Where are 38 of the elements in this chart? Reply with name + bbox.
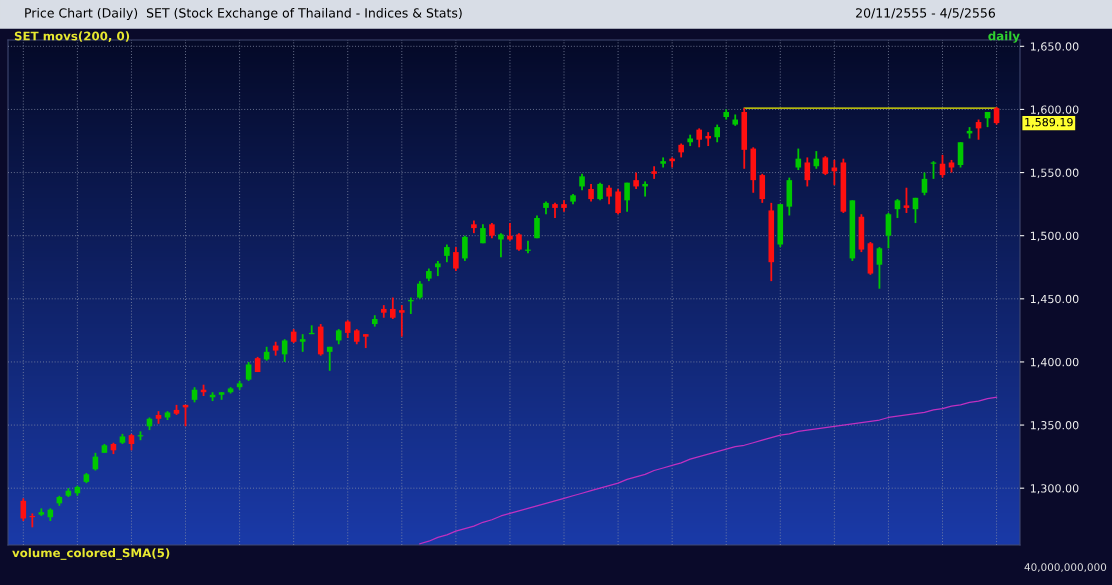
y-tick-label: 1,300.00 [1030, 484, 1079, 494]
candlestick [759, 172, 766, 204]
y-tick-label: 1,550.00 [1030, 168, 1079, 179]
annotation: SET movs(200, 0) [14, 31, 130, 42]
candlestick [795, 147, 802, 171]
candlestick [957, 141, 964, 169]
chart-subtitle: 20/11/2555 - 4/5/2556 [856, 8, 996, 19]
candlestick [804, 156, 811, 188]
candlestick [921, 171, 928, 197]
candlestick [281, 338, 288, 363]
annotation: daily [988, 31, 1020, 43]
candlestick [894, 198, 901, 219]
y-tick-label: 1,350.00 [1030, 421, 1079, 431]
y-tick-label: 1,650.00 [1030, 42, 1079, 52]
candlestick [822, 155, 829, 176]
candlestick [245, 361, 252, 382]
candlestick [399, 304, 405, 338]
text: 1,589.19 [1025, 117, 1073, 128]
candlestick [606, 184, 612, 206]
y-tick-label: 1,500.00 [1030, 231, 1079, 242]
y-tick-label: 1,450.00 [1030, 294, 1079, 305]
candlestick [462, 234, 468, 262]
y-tick-label: 1,600.00 [1030, 105, 1079, 115]
candlestick [876, 246, 883, 290]
line-series [419, 396, 998, 545]
text: 40,000,000,000 [1024, 563, 1107, 573]
candlestick [390, 296, 396, 320]
candlestick [885, 212, 892, 250]
candlestick [615, 188, 621, 216]
candlestick [624, 181, 630, 213]
y-tick-label: 1,400.00 [1030, 357, 1079, 368]
candlestick [453, 246, 459, 272]
text: volume_colored_SMA(5) [12, 548, 170, 560]
candlestick [498, 232, 504, 259]
candlestick [299, 333, 306, 353]
candlestick [696, 127, 702, 149]
candlestick [903, 186, 910, 214]
chart-title: Price Chart (Daily) SET (Stock Exchange of Thailand - Indices & Stats) [25, 7, 462, 21]
